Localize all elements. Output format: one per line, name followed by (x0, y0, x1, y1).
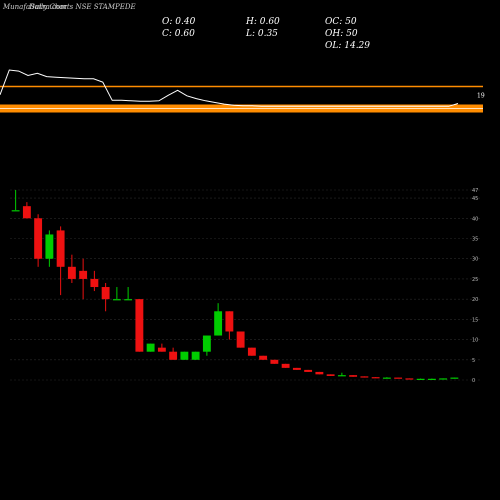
title-text: Daily Charts NSE STAMPEDE (29, 3, 136, 11)
candle-body (439, 378, 448, 380)
candle-body (112, 299, 121, 301)
candle-body (349, 375, 358, 377)
y-tick-label: 0 (472, 378, 475, 384)
candle-body (157, 347, 166, 352)
candle-body (225, 311, 234, 332)
y-tick-label: 20 (472, 297, 478, 303)
y-tick-label: 40 (472, 216, 478, 222)
high-value: H: 0.60 (246, 17, 280, 27)
watermark: MunafaSutra.com (3, 3, 67, 11)
candle-body (180, 351, 189, 360)
candle-body (45, 234, 54, 259)
candle-body (394, 377, 403, 379)
candle-body (281, 363, 290, 368)
candle-body (326, 374, 335, 376)
open-high-pct: OH: 50 (325, 29, 358, 39)
open-value: O: 0.40 (162, 17, 196, 27)
y-tick-label: 47 (472, 188, 478, 194)
indicator-line (0, 69, 459, 107)
candle-body (360, 376, 369, 378)
price-panel: 0 5 10 15 20 25 30 35 40 45 47 (10, 188, 480, 384)
candle-body (371, 377, 380, 379)
candle-body (135, 299, 144, 352)
candle-body (146, 343, 155, 352)
candle-body (247, 347, 256, 356)
candle-body (191, 351, 200, 360)
candle-body (450, 377, 459, 379)
close-value: C: 0.60 (162, 29, 195, 39)
indicator-panel: 19 (0, 69, 485, 113)
y-tick-label: 25 (472, 277, 478, 283)
candle-body (259, 355, 268, 360)
candle-body (90, 278, 99, 288)
y-tick-label: 30 (472, 257, 478, 263)
indicator-value-label: 19 (477, 93, 485, 100)
open-close-pct: OC: 50 (325, 17, 357, 27)
open-low-pct: OL: 14.29 (325, 41, 371, 51)
candle-body (236, 331, 245, 348)
low-value: L: 0.35 (246, 29, 278, 39)
candle-body (292, 367, 301, 370)
candle-body (22, 206, 31, 219)
candle-body (56, 230, 65, 267)
candle-body (416, 378, 425, 380)
candle-body (67, 266, 76, 279)
y-tick-label: 10 (472, 338, 478, 344)
candle-body (315, 371, 324, 375)
y-tick-label: 5 (472, 358, 475, 364)
candle-body (382, 377, 391, 379)
candle-body (304, 369, 313, 372)
candle-body (34, 218, 43, 259)
y-tick-label: 15 (472, 317, 478, 323)
candle-body (270, 359, 279, 364)
candle-body (101, 287, 110, 300)
candle-body (202, 335, 211, 352)
candle-body (337, 375, 346, 377)
candle-body (11, 210, 20, 212)
y-tick-label: 35 (472, 237, 478, 243)
y-tick-label: 45 (472, 196, 478, 202)
candle-body (79, 270, 88, 279)
chart-title: MunafaSutra.com Daily Charts NSE STAMPED… (3, 3, 136, 11)
candle-body (169, 351, 178, 360)
candle-body (124, 299, 133, 301)
candle-body (405, 378, 414, 380)
candle-body (427, 378, 436, 380)
candle-body (214, 311, 223, 336)
